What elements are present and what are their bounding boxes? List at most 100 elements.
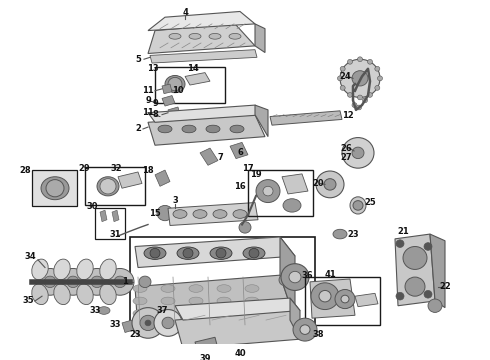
Polygon shape <box>355 293 378 307</box>
Polygon shape <box>112 210 119 222</box>
Circle shape <box>368 93 372 97</box>
Circle shape <box>363 98 368 103</box>
Text: 16: 16 <box>234 182 246 191</box>
Circle shape <box>340 59 380 98</box>
Circle shape <box>140 315 156 330</box>
Polygon shape <box>430 234 445 308</box>
Ellipse shape <box>350 197 366 214</box>
Circle shape <box>353 201 363 210</box>
Text: 14: 14 <box>187 64 199 73</box>
Circle shape <box>114 276 126 288</box>
Ellipse shape <box>245 297 259 305</box>
Text: 40: 40 <box>234 349 246 358</box>
Circle shape <box>263 186 273 196</box>
Circle shape <box>358 57 363 62</box>
Circle shape <box>279 322 291 333</box>
Text: 22: 22 <box>439 282 451 291</box>
Ellipse shape <box>217 310 231 317</box>
Text: 23: 23 <box>129 330 141 339</box>
Text: 18: 18 <box>142 166 154 175</box>
Circle shape <box>347 59 352 64</box>
Polygon shape <box>148 12 255 31</box>
Text: 26: 26 <box>340 144 352 153</box>
Polygon shape <box>135 237 295 267</box>
Ellipse shape <box>100 284 116 305</box>
Circle shape <box>424 291 432 298</box>
Polygon shape <box>200 148 218 165</box>
Text: 37: 37 <box>156 306 168 315</box>
Circle shape <box>150 248 160 258</box>
Ellipse shape <box>133 297 147 305</box>
Polygon shape <box>162 84 172 94</box>
Ellipse shape <box>77 259 93 280</box>
Ellipse shape <box>161 310 175 317</box>
Polygon shape <box>185 73 210 85</box>
Text: 8: 8 <box>152 110 158 119</box>
Ellipse shape <box>32 284 48 305</box>
Circle shape <box>352 103 357 108</box>
Polygon shape <box>148 114 265 145</box>
Text: 12: 12 <box>342 111 354 120</box>
Text: 29: 29 <box>78 164 90 173</box>
Ellipse shape <box>209 33 221 39</box>
Ellipse shape <box>283 199 301 212</box>
Ellipse shape <box>54 284 70 305</box>
Circle shape <box>375 86 380 90</box>
Circle shape <box>281 264 309 291</box>
Circle shape <box>358 95 363 100</box>
Circle shape <box>319 291 331 302</box>
Ellipse shape <box>189 285 203 292</box>
Polygon shape <box>195 337 218 354</box>
Ellipse shape <box>54 259 70 280</box>
Circle shape <box>377 76 383 81</box>
Circle shape <box>367 73 371 77</box>
Circle shape <box>358 78 363 83</box>
Ellipse shape <box>189 33 201 39</box>
Circle shape <box>368 59 372 64</box>
Ellipse shape <box>245 285 259 292</box>
Polygon shape <box>290 298 300 339</box>
Polygon shape <box>148 105 265 122</box>
Circle shape <box>375 66 380 71</box>
Text: 24: 24 <box>339 72 351 81</box>
Text: 5: 5 <box>135 55 141 64</box>
Bar <box>32 170 77 206</box>
Polygon shape <box>150 50 257 63</box>
Ellipse shape <box>144 247 166 260</box>
Bar <box>130 237 315 328</box>
Text: 36: 36 <box>301 271 313 280</box>
Text: 33: 33 <box>89 306 101 315</box>
Circle shape <box>354 85 359 90</box>
Circle shape <box>162 317 174 329</box>
Circle shape <box>139 324 151 336</box>
Polygon shape <box>148 24 255 54</box>
Circle shape <box>342 138 374 168</box>
Polygon shape <box>310 279 355 318</box>
Polygon shape <box>135 275 295 332</box>
Polygon shape <box>162 95 175 106</box>
Ellipse shape <box>217 297 231 305</box>
Polygon shape <box>122 320 135 333</box>
Circle shape <box>279 274 291 286</box>
Circle shape <box>352 147 364 159</box>
Circle shape <box>357 105 362 110</box>
Text: 17: 17 <box>242 164 254 173</box>
Ellipse shape <box>41 177 69 200</box>
Circle shape <box>340 66 345 71</box>
Circle shape <box>256 180 280 203</box>
Ellipse shape <box>177 247 199 260</box>
Ellipse shape <box>233 210 247 218</box>
Circle shape <box>44 276 56 288</box>
Circle shape <box>424 243 432 250</box>
Text: 2: 2 <box>135 125 141 134</box>
Polygon shape <box>230 142 248 159</box>
Bar <box>248 170 313 216</box>
Ellipse shape <box>97 177 119 196</box>
Bar <box>85 167 145 206</box>
Ellipse shape <box>100 259 116 280</box>
Ellipse shape <box>158 125 172 133</box>
Circle shape <box>67 276 79 288</box>
Circle shape <box>338 76 343 81</box>
Ellipse shape <box>245 310 259 317</box>
Circle shape <box>350 91 356 95</box>
